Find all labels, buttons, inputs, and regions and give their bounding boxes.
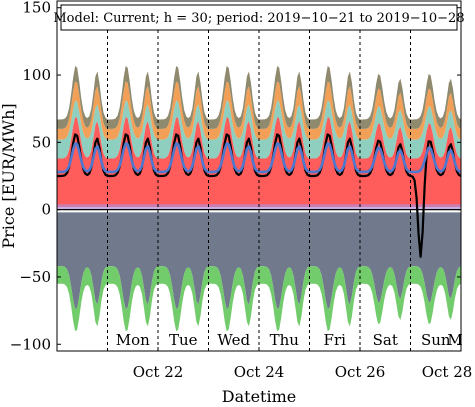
y-tick-label-4: 100: [22, 66, 51, 84]
title-box: [60, 4, 458, 31]
chart-title: Model: Current; h = 30; period: 2019−10−…: [53, 11, 464, 26]
y-tick-label-2: 0: [41, 201, 51, 219]
positive-band-2: [57, 81, 461, 140]
day-label-1: Tue: [169, 331, 198, 349]
day-label-0: Mon: [116, 331, 150, 349]
y-tick-label-5: 150: [22, 0, 51, 17]
series-line-1: [57, 142, 461, 174]
x-axis-ticks: Oct 22 Oct 24 Oct 26 Oct 28: [133, 347, 473, 381]
day-label-5: Sat: [373, 331, 398, 349]
y-tick-label-3: 50: [32, 133, 51, 151]
day-label-3: Thu: [270, 331, 300, 349]
positive-band-1: [57, 100, 461, 159]
positive-band-0: [57, 116, 461, 207]
x-axis-title: Datetime: [222, 387, 296, 406]
x-tick-label-2: Oct 26: [335, 363, 386, 381]
x-tick-label-0: Oct 22: [133, 363, 184, 381]
y-axis-ticks: −100 −50 0 50 100 150: [10, 0, 461, 353]
day-label-2: Wed: [217, 331, 250, 349]
x-tick-label-3: Oct 28: [422, 363, 473, 381]
y-axis-title: Price [EUR/MWh]: [0, 103, 18, 248]
day-label-7: M: [447, 331, 462, 349]
positive-band-3: [57, 65, 461, 129]
x-tick-label-1: Oct 24: [234, 363, 285, 381]
y-tick-label-0: −100: [10, 335, 51, 353]
day-label-6: Sun: [421, 331, 451, 349]
y-tick-label-1: −50: [19, 268, 51, 286]
day-label-4: Fri: [324, 331, 347, 349]
